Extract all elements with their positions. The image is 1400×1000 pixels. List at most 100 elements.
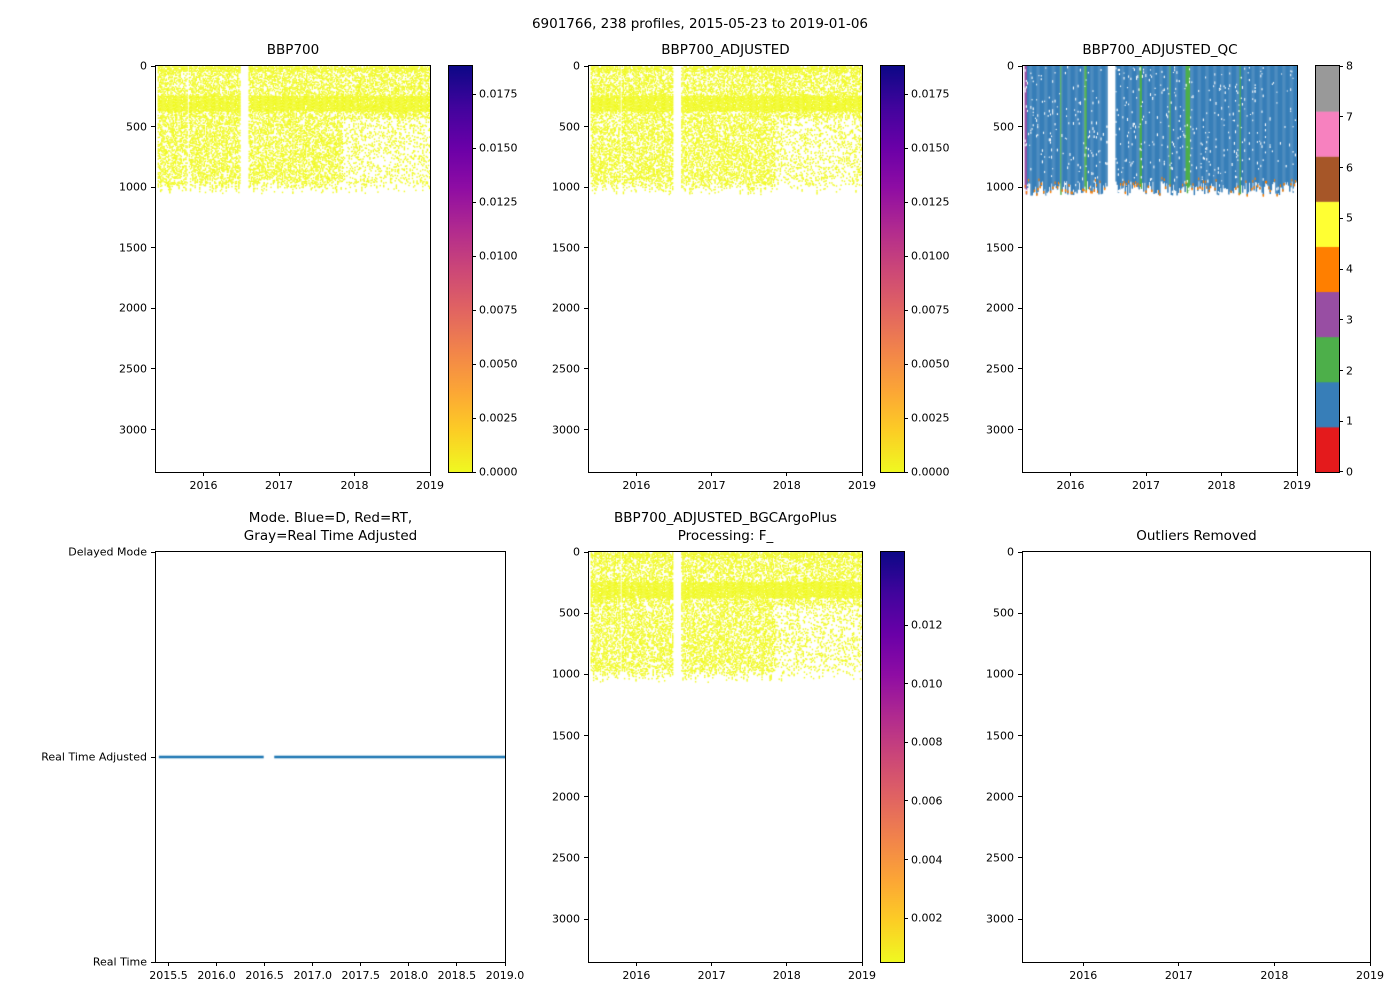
colorbar-tick-label: 2 (1346, 364, 1353, 377)
x-tick-label: 2015.5 (149, 969, 188, 982)
x-tick-mark (1221, 472, 1223, 476)
x-tick-mark (167, 962, 169, 966)
y-tick-mark (584, 612, 588, 614)
y-tick-label: 1500 (986, 241, 1014, 255)
colorbar-tick-label: 8 (1346, 59, 1353, 73)
x-tick-mark (312, 962, 314, 966)
x-tick-label: 2016 (1069, 969, 1098, 982)
colorbar-tick-label: 0.0025 (479, 411, 518, 425)
y-tick-label: 1500 (552, 241, 580, 255)
x-tick-mark (635, 472, 637, 476)
subplot-bbp700-adjusted: BBP700_ADJUSTED 2016 2017 2018 2019 0 500 1000… (552, 42, 876, 492)
colorbar-tick-label: 0.0100 (479, 249, 518, 263)
colorbar-tick-label: 0.002 (911, 911, 943, 925)
y-tick-label: 2500 (986, 851, 1014, 865)
colorbar-tick-mark (1339, 370, 1343, 371)
x-tick-mark (1070, 472, 1072, 476)
y-tick-label: 0 (140, 59, 147, 73)
subplot-mode: Mode. Blue=D, Red=RT, Gray=Real Time Adj… (41, 510, 524, 982)
x-tick-label: 2018 (772, 969, 801, 982)
colorbar-tick-label: 0.0125 (479, 195, 518, 209)
y-tick-mark (151, 429, 155, 431)
colorbar-tick-label: 0 (1346, 465, 1353, 479)
plot-canvas-bbp700 (156, 66, 430, 472)
y-tick-label: 1500 (119, 241, 147, 255)
colorbar-tick-mark (904, 471, 908, 473)
x-tick-label: 2019 (848, 969, 876, 982)
y-tick-mark (584, 796, 588, 798)
colorbar-tick-label: 0.012 (911, 618, 943, 632)
colorbar-tick-label: 7 (1346, 110, 1353, 124)
x-tick-mark (203, 472, 205, 476)
colorbar-tick-label: 1 (1346, 414, 1353, 428)
y-tick-label: 2500 (986, 362, 1014, 376)
colorbar-tick-label: 0.0175 (479, 87, 518, 101)
y-tick-mark (151, 186, 155, 188)
x-tick-mark (635, 962, 637, 966)
y-tick-label: 1000 (119, 180, 147, 194)
plot-title-bbp700-bgcargoplus: BBP700_ADJUSTED_BGCArgoPlus Processing: … (614, 510, 837, 545)
y-tick-mark (151, 126, 155, 128)
y-tick-mark (151, 65, 155, 67)
y-tick-label: 1500 (552, 729, 580, 743)
colorbar-tick-label: 3 (1346, 313, 1353, 327)
plot-title-bbp700: BBP700 (266, 42, 320, 59)
y-tick-label: 1000 (986, 180, 1014, 194)
x-tick-mark (786, 962, 788, 966)
plot-canvas-outliers-removed (1023, 552, 1370, 962)
colorbar-tick-mark (904, 147, 908, 149)
x-tick-label: 2017 (697, 969, 726, 982)
colorbar-tick-label: 0.0025 (911, 411, 950, 425)
y-tick-mark (1018, 247, 1022, 249)
colorbar-tick-mark (904, 917, 908, 919)
x-tick-mark (711, 472, 713, 476)
colorbar-tick-label: 0.0100 (911, 249, 950, 263)
colorbar-tick-mark (472, 471, 476, 473)
figure-suptitle: 6901766, 238 profiles, 2015-05-23 to 201… (531, 16, 869, 32)
subplot-outliers-removed: Outliers Removed 2016 2017 2018 2019 0 500 100… (986, 528, 1384, 982)
y-tick-mark (584, 735, 588, 737)
colorbar-tick-mark (904, 417, 908, 419)
colorbar-tick-mark (1339, 420, 1343, 422)
plot-title-outliers-removed: Outliers Removed (1136, 528, 1257, 545)
colorbar-tick-mark (472, 147, 476, 149)
colorbar-tick-mark (904, 201, 908, 203)
x-tick-label: 2016.0 (197, 969, 236, 982)
x-tick-mark (1082, 962, 1084, 966)
y-tick-label: 500 (993, 606, 1014, 620)
x-tick-mark (216, 962, 218, 966)
y-tick-label: 500 (559, 606, 580, 620)
colorbar-tick-mark (904, 741, 908, 743)
colorbar-tick-mark (904, 309, 908, 311)
colorbar-tick-label: 0.0000 (911, 465, 950, 479)
colorbar-tick-mark (1339, 319, 1343, 321)
y-tick-mark (151, 551, 155, 553)
colorbar-tick-label: 0.006 (911, 794, 943, 808)
x-tick-mark (1369, 962, 1371, 966)
colorbar-tick-label: 0.010 (911, 677, 943, 691)
y-tick-mark (1018, 673, 1022, 675)
x-tick-mark (504, 962, 506, 966)
y-tick-mark (1018, 612, 1022, 614)
colorbar-tick-label: 0.0075 (479, 303, 518, 317)
colorbar-tick-mark (472, 255, 476, 257)
x-tick-mark (264, 962, 266, 966)
plot-canvas-mode (156, 552, 505, 962)
x-tick-mark (861, 962, 863, 966)
colorbar-tick-mark (1339, 471, 1343, 472)
colorbar-tick-mark (1339, 217, 1343, 219)
colorbar-tick-label: 0.0050 (479, 357, 518, 371)
plot-canvas-bbp700-adjusted-qc (1023, 66, 1297, 472)
colorbar-tick-label: 0.0150 (479, 141, 518, 155)
colorbar-tick-mark (1339, 167, 1343, 168)
colorbar-tick-label: 0.0125 (911, 195, 950, 209)
subplot-bbp700-adjusted-qc: BBP700_ADJUSTED_QC 2016 2017 2018 2019 0 500 1… (986, 42, 1311, 492)
x-tick-label: 2017 (1132, 479, 1161, 492)
colorbar-tick-label: 0.008 (911, 735, 943, 749)
colorbar-qc: 0 1 2 3 4 5 6 7 8 (1315, 60, 1353, 479)
colorbar-tick-mark (904, 93, 908, 95)
colorbar-tick-mark (904, 255, 908, 257)
x-tick-label: 2017.0 (293, 969, 332, 982)
y-tick-label: 2000 (986, 301, 1014, 315)
